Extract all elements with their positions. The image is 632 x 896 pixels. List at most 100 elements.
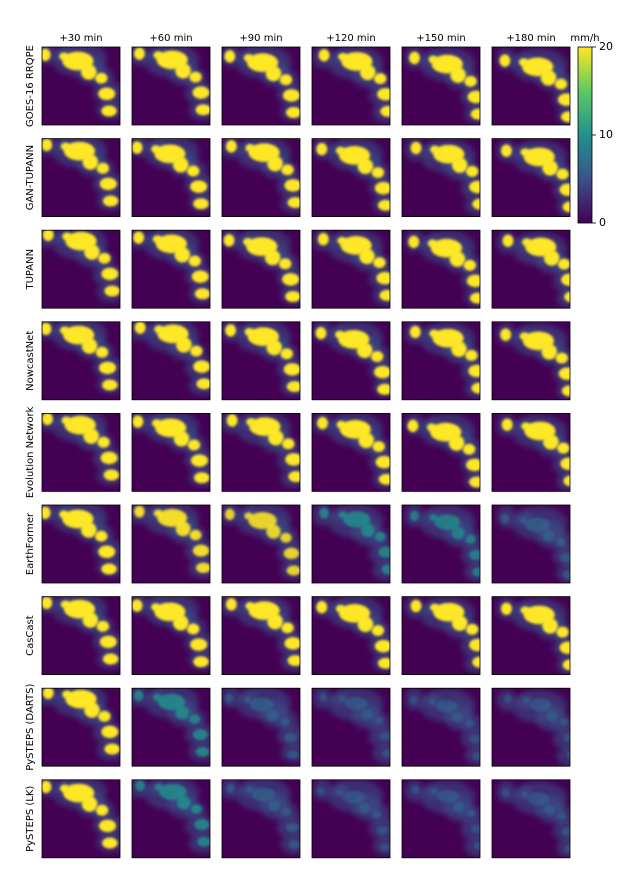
blob	[248, 512, 277, 530]
blob	[430, 603, 440, 612]
panel-frame	[221, 412, 301, 492]
panel	[401, 596, 481, 675]
panel-frame	[311, 687, 391, 767]
blob	[342, 790, 365, 804]
blob	[373, 257, 386, 269]
blob	[151, 419, 162, 428]
blob	[81, 64, 97, 80]
panel	[491, 138, 571, 218]
blob	[557, 442, 570, 454]
blob	[453, 801, 465, 813]
blob	[266, 524, 281, 539]
blob	[376, 825, 389, 835]
panel-frame	[491, 138, 571, 218]
field	[132, 413, 210, 487]
field	[132, 779, 210, 854]
blob	[500, 144, 512, 157]
field	[404, 505, 480, 582]
blob	[42, 506, 51, 520]
column-label: +180 min	[506, 33, 556, 44]
panel	[221, 779, 301, 859]
blob	[448, 435, 465, 451]
blob	[104, 743, 120, 755]
blob	[504, 694, 512, 704]
panel-frame	[221, 687, 301, 767]
panel-frame	[41, 138, 121, 218]
blob	[360, 523, 375, 538]
blob	[523, 697, 530, 704]
colorbar-tick-label: 10	[599, 128, 613, 141]
blob	[501, 418, 513, 431]
blob	[157, 693, 186, 711]
panel	[401, 687, 481, 767]
blob	[154, 325, 164, 334]
blob	[451, 711, 463, 723]
panel	[41, 46, 121, 126]
column-label: +150 min	[416, 33, 466, 44]
panel	[401, 321, 481, 401]
halo	[552, 819, 570, 843]
field	[42, 138, 120, 211]
blob	[188, 255, 202, 267]
blob	[430, 788, 438, 795]
blob	[335, 604, 346, 613]
panel-frame	[221, 321, 301, 401]
panel-frame	[41, 229, 121, 309]
blob	[561, 273, 570, 286]
field	[404, 596, 480, 674]
field	[222, 138, 300, 214]
field	[42, 321, 120, 395]
blob	[98, 252, 111, 264]
blob	[189, 529, 202, 541]
blob	[370, 351, 384, 362]
panel-frame	[131, 138, 211, 218]
blob	[375, 455, 390, 469]
panel	[311, 229, 391, 309]
panel-frame	[41, 596, 121, 675]
blob	[554, 78, 568, 90]
blob	[195, 746, 210, 757]
panel-frame	[131, 412, 211, 492]
panel	[221, 46, 301, 126]
panel-frame	[221, 46, 301, 126]
blob	[410, 141, 422, 155]
blob	[134, 321, 146, 334]
column-label: +30 min	[59, 33, 102, 44]
halo	[372, 744, 390, 764]
blob	[159, 783, 187, 801]
panel	[41, 138, 121, 218]
blob	[282, 273, 300, 286]
panel	[221, 687, 301, 767]
panel	[491, 412, 571, 492]
halo	[464, 837, 480, 857]
panel-frame	[41, 687, 121, 767]
field	[404, 688, 480, 766]
blob	[359, 64, 376, 81]
blob	[264, 249, 281, 266]
blob	[465, 719, 475, 728]
blob	[500, 513, 510, 524]
blob	[374, 73, 387, 85]
blob	[465, 534, 476, 544]
blob	[409, 325, 421, 339]
blob	[316, 600, 328, 614]
blob	[102, 379, 118, 391]
field	[496, 505, 570, 583]
blob	[82, 612, 99, 628]
panel	[41, 321, 121, 401]
panel-frame	[41, 412, 121, 492]
blob	[249, 697, 274, 712]
blob	[500, 328, 512, 341]
blob	[558, 367, 570, 380]
blob	[282, 438, 295, 450]
field	[312, 596, 390, 673]
blob	[317, 232, 329, 246]
blob	[193, 198, 209, 210]
field	[42, 596, 120, 669]
field	[222, 688, 300, 763]
blob	[556, 168, 569, 180]
panel	[221, 229, 301, 309]
blob	[371, 167, 385, 178]
blob	[82, 154, 99, 170]
panel-frame	[401, 504, 481, 584]
